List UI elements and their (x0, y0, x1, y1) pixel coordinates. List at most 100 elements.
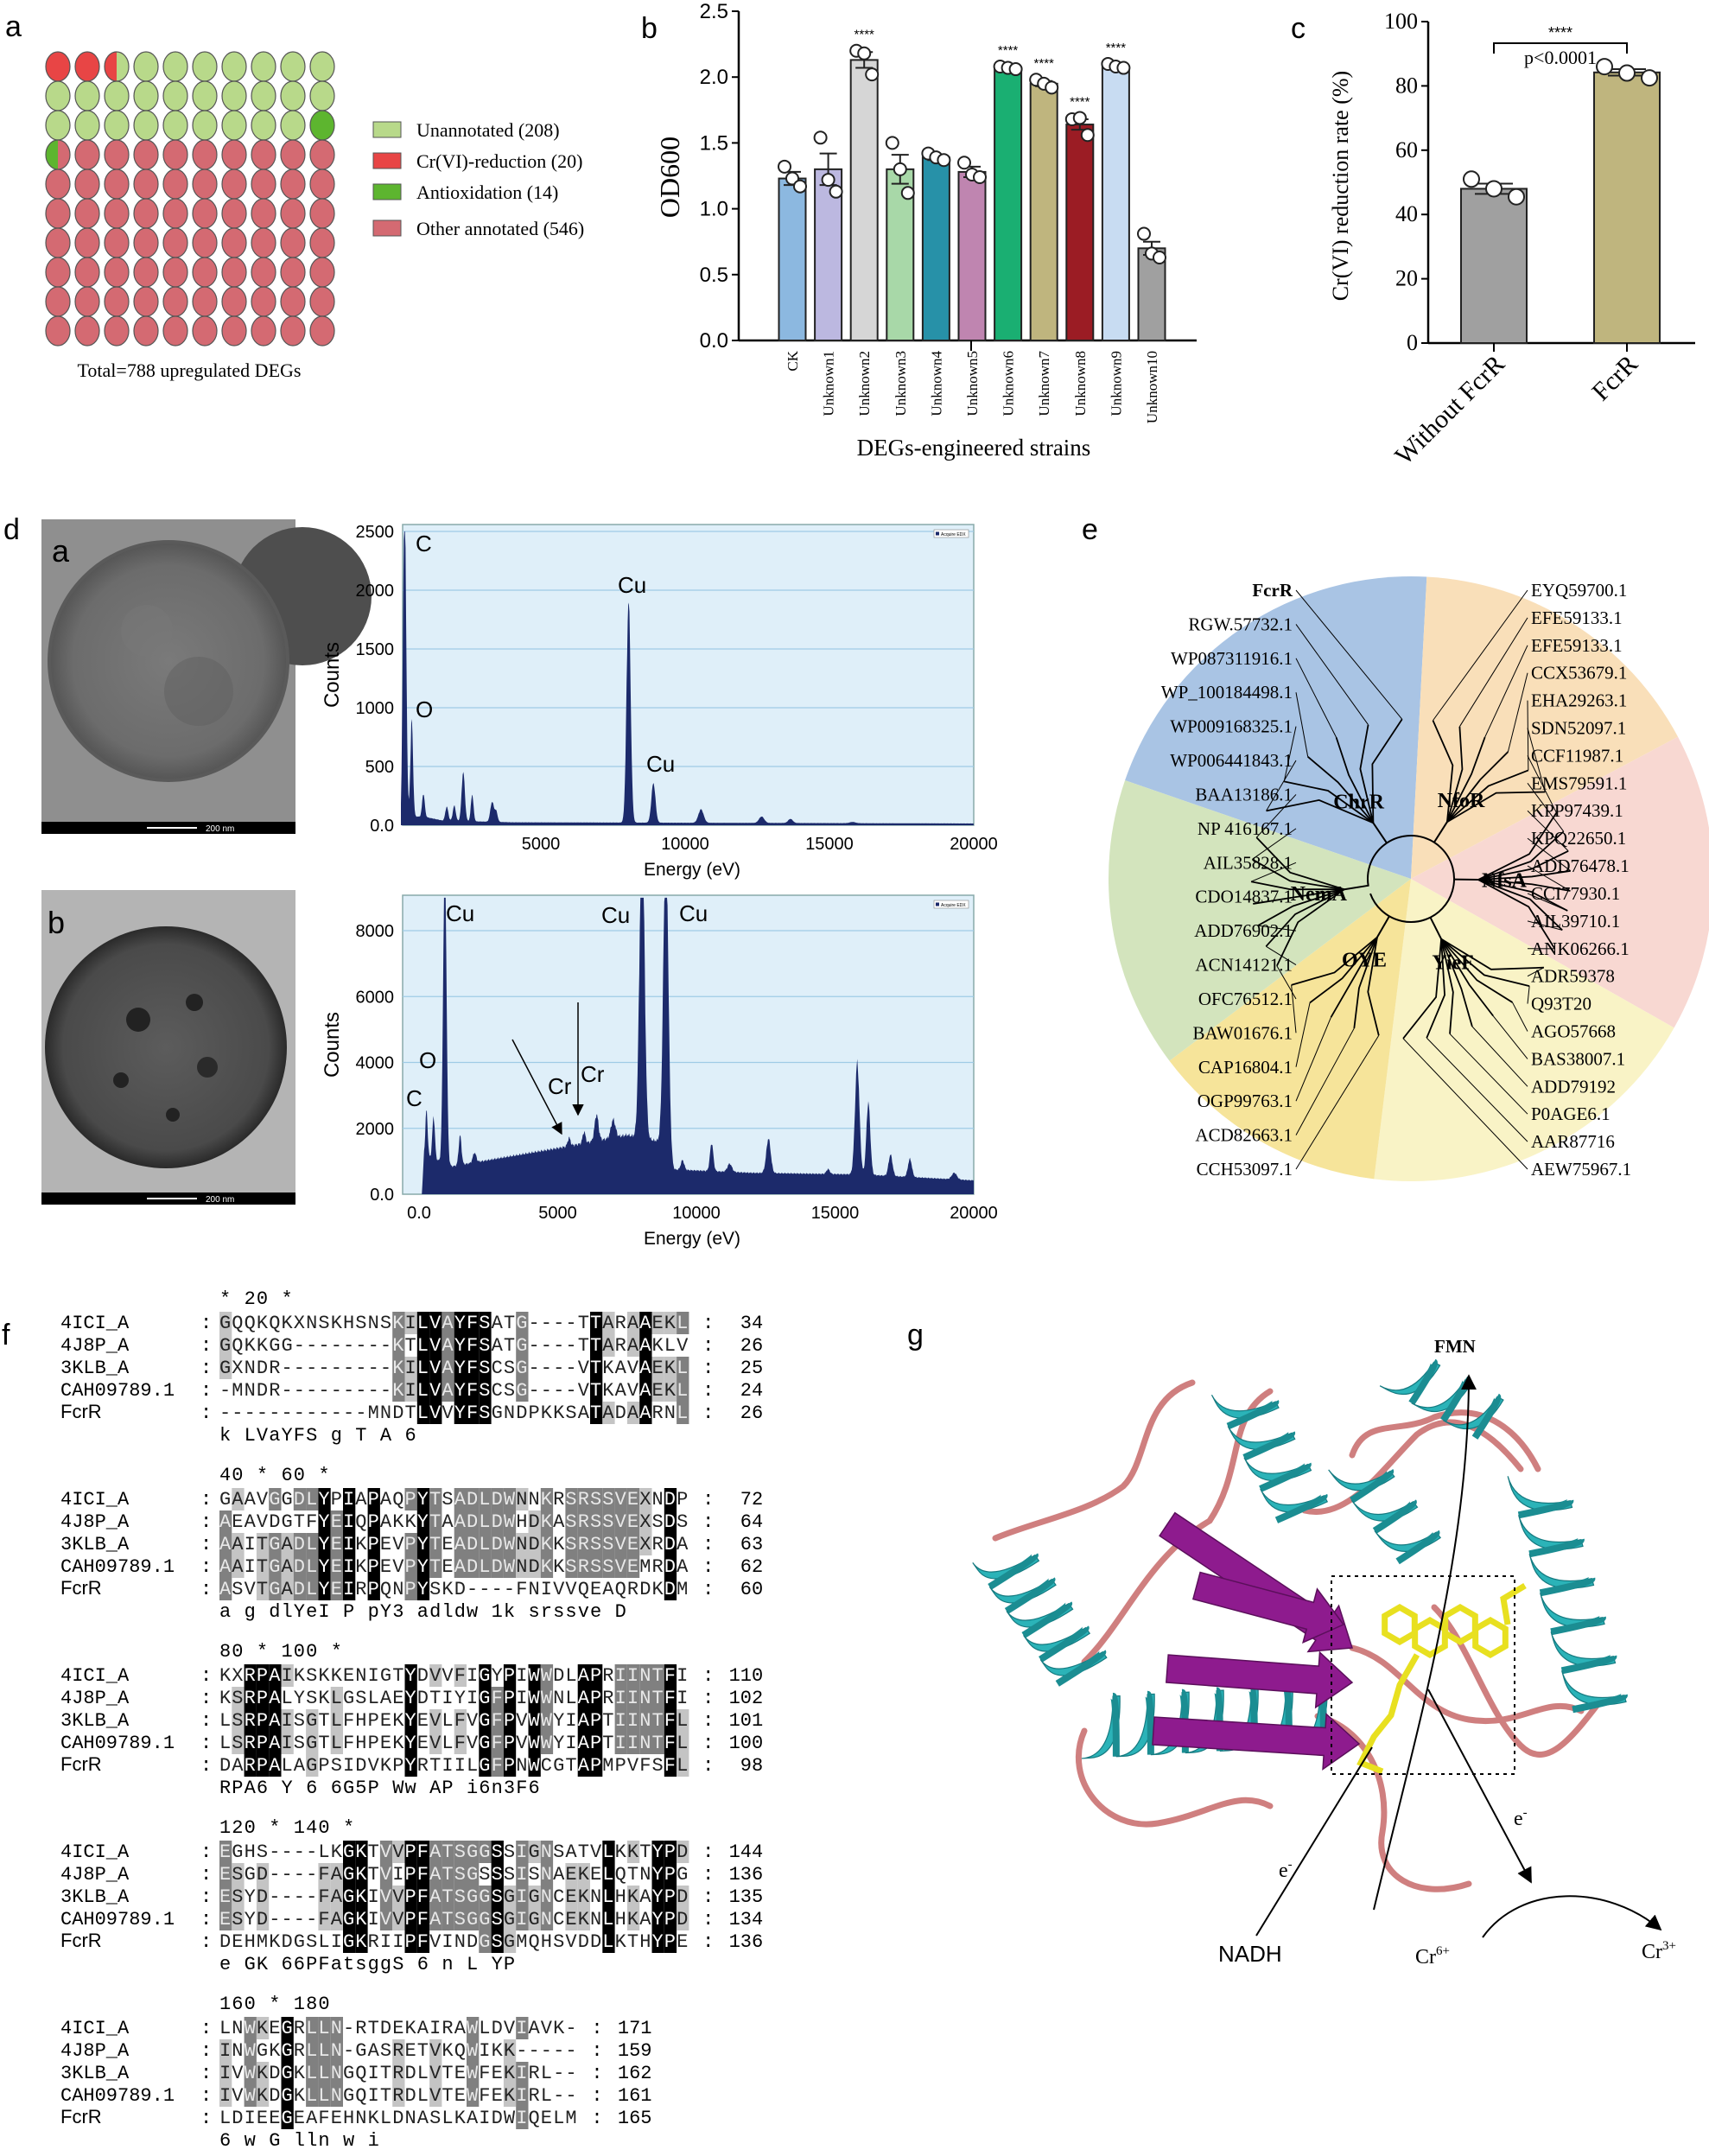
residue: Y (652, 1886, 664, 1908)
tree-leaf-connector (1291, 984, 1297, 1033)
residue: L (417, 2085, 429, 2107)
residue: A (269, 1755, 281, 1777)
residue: T (602, 1733, 613, 1754)
residue: I (467, 1688, 478, 1709)
residue: F (318, 1864, 329, 1886)
residue: T (429, 1688, 441, 1709)
residue: Y (318, 1556, 329, 1578)
residue: R (602, 1665, 613, 1687)
residue: - (553, 1380, 564, 1402)
tree-branch (1250, 881, 1344, 891)
residue-shade (577, 1555, 590, 1578)
residue-shade (651, 1687, 664, 1709)
residue: D (392, 2108, 403, 2129)
residue: N (590, 1886, 601, 1908)
sequence-name: FcrR (60, 2106, 102, 2127)
residue: G (479, 1665, 490, 1687)
tree-leaf-connector (1449, 1033, 1528, 1115)
residue: A (492, 1335, 504, 1357)
tree-leaf-label: ACD82663.1 (1195, 1125, 1293, 1146)
residue-shade (467, 1510, 480, 1533)
residue: T (590, 1402, 601, 1424)
residue-shade (306, 2084, 319, 2107)
tree-leaf-connector (1492, 1015, 1528, 1059)
y-tick-label: 20 (1395, 266, 1418, 291)
residue: P (405, 1579, 416, 1600)
waffle-cell (162, 110, 188, 141)
waffle-cell (45, 227, 71, 258)
x-tick-label: Unknown6 (1001, 351, 1017, 417)
residue-shade (404, 1488, 417, 1510)
residue-shade (355, 1886, 368, 1908)
significance-stars: **** (1034, 56, 1055, 71)
tree-leaf-connector (1527, 728, 1546, 792)
residue: V (590, 1841, 602, 1863)
separator-colon: : (200, 1556, 212, 1578)
residue: - (355, 1335, 366, 1357)
residue: A (442, 1335, 454, 1357)
residue: P (405, 1864, 416, 1886)
alignment-ruler: 120 * 140 * (219, 1817, 354, 1839)
residue: S (355, 1688, 366, 1709)
residue: V (392, 1556, 404, 1578)
residue: K (294, 1665, 306, 1687)
data-point (973, 170, 987, 185)
residue-shade (392, 2039, 405, 2062)
residue: - (492, 1579, 503, 1600)
sequence-name: CAH09789.1 (60, 2085, 175, 2107)
residue-shade (429, 1379, 442, 1402)
tree-leaf-connector (1295, 1027, 1355, 1135)
residue: G (343, 1688, 354, 1709)
residue-shade (281, 1664, 294, 1687)
residue: L (553, 2108, 564, 2129)
residue-shade (306, 1533, 319, 1555)
residue: N (331, 2040, 342, 2062)
residue-shade (281, 2062, 294, 2084)
residue: S (454, 1909, 466, 1930)
residue: D (529, 1534, 540, 1555)
residue-shade (219, 1334, 232, 1357)
residue: T (429, 1755, 441, 1777)
residue-shade (590, 1402, 603, 1424)
tree-leaf-label: WP009168325.1 (1170, 716, 1293, 737)
residue: E (652, 1358, 664, 1379)
residue-shade (664, 1754, 677, 1777)
residue-shade (330, 1908, 343, 1930)
residue: N (245, 1358, 256, 1379)
residue: E (492, 2063, 503, 2084)
residue: G (492, 1402, 503, 1424)
alpha-helix-back (1274, 1491, 1328, 1523)
waffle-cell (309, 169, 335, 200)
residue: R (355, 2018, 366, 2039)
residue-shade (318, 2017, 331, 2039)
residue-shade (651, 1930, 664, 1953)
residue: K (553, 1402, 565, 1424)
residue: - (368, 1335, 379, 1357)
waffle-cell (74, 80, 100, 111)
bar (957, 170, 987, 341)
x-tick-label: Unknown9 (1108, 351, 1124, 417)
cell-texture (121, 605, 173, 657)
residue: V (516, 1710, 528, 1732)
residue: T (627, 1864, 638, 1886)
residue: A (442, 1313, 454, 1334)
residue-shade (256, 1555, 270, 1578)
waffle-cell (133, 315, 159, 347)
residue-shade (639, 1488, 652, 1510)
residue: R (269, 1358, 280, 1379)
residue-shade (540, 1510, 554, 1533)
residue: P (257, 1755, 268, 1777)
residue-shade (639, 1709, 652, 1732)
residue: K (355, 1909, 367, 1930)
sequence-residues: IVWKDGKLLNGQITRDLVTEWFEKIRL-- (219, 2085, 577, 2107)
residue-shade (256, 1578, 270, 1600)
tree-leaf-label: EFE59133.1 (1531, 635, 1623, 656)
x-tick-label: Unknown2 (856, 351, 873, 417)
residue: V (392, 1909, 404, 1930)
residue: G (479, 1755, 490, 1777)
residue: L (368, 1688, 379, 1709)
residue: V (429, 1710, 442, 1732)
residue: N (368, 1313, 379, 1334)
residue: G (467, 1909, 478, 1930)
